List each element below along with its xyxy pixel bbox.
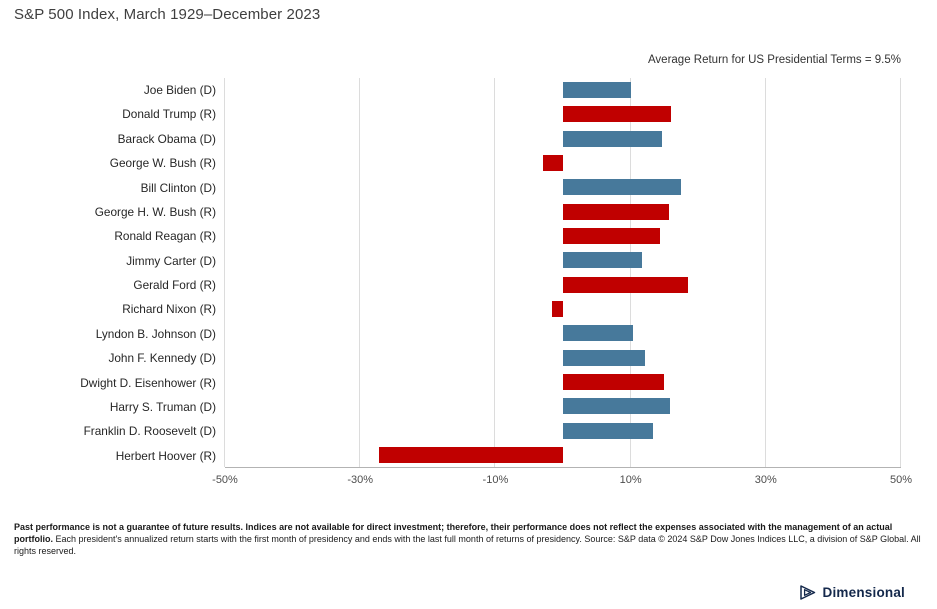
x-tick-label: -50% (212, 474, 238, 486)
dimensional-logo-icon (798, 583, 817, 602)
bar-democrat (563, 82, 632, 99)
dimensional-logo: Dimensional (798, 583, 905, 602)
chart-row (225, 321, 901, 345)
chart-row (225, 224, 901, 248)
chart-row (225, 200, 901, 224)
bar-democrat (563, 130, 662, 147)
disclosure-bold-text: Past performance is not a guarantee of f… (14, 522, 893, 544)
chart-row (225, 78, 901, 102)
bar-republican (563, 203, 670, 220)
chart-row (225, 297, 901, 321)
category-label: Harry S. Truman (D) (109, 399, 216, 414)
bar-republican (552, 300, 563, 317)
chart-row (225, 102, 901, 126)
category-label: Richard Nixon (R) (122, 302, 216, 317)
plot-area (224, 78, 901, 468)
disclosure-regular-text: Each president's annualized return start… (14, 533, 921, 556)
chart-row (225, 345, 901, 369)
category-label: Franklin D. Roosevelt (D) (83, 424, 216, 439)
bar-republican (563, 373, 665, 390)
x-tick-label: 50% (889, 474, 913, 486)
bar-republican (542, 155, 563, 172)
x-axis-ticks: -50% -30% -10% 10% 30% 50% (212, 471, 912, 487)
category-label: Barack Obama (D) (117, 131, 216, 146)
category-label: Donald Trump (R) (122, 107, 216, 122)
category-label: Herbert Hoover (R) (115, 448, 216, 463)
bar-democrat (563, 422, 653, 439)
bar-republican (379, 446, 563, 463)
chart-row (225, 443, 901, 467)
bar-democrat (563, 398, 670, 415)
x-tick-label: -10% (482, 474, 509, 486)
category-label: Joe Biden (D) (143, 83, 216, 97)
bar-democrat (563, 252, 643, 269)
category-label: George W. Bush (R) (109, 156, 216, 171)
gridline (224, 78, 225, 467)
x-tick-label: -30% (347, 474, 374, 486)
disclosure-text: Past performance is not a guarantee of f… (14, 522, 922, 557)
chart-row (225, 151, 901, 175)
bar-democrat (563, 325, 634, 342)
category-label: Lyndon B. Johnson (D) (95, 326, 216, 341)
category-label: Jimmy Carter (D) (126, 253, 216, 268)
gridline (629, 78, 631, 467)
x-tick-label: 10% (619, 474, 642, 486)
bar-republican (563, 106, 672, 123)
x-axis: -50% -30% -10% 10% 30% 50% (14, 471, 912, 487)
category-label: Gerald Ford (R) (133, 278, 216, 292)
bar-chart: Joe Biden (D) Donald Trump (R) Barack Obam… (14, 78, 901, 468)
bar-democrat (563, 179, 682, 196)
bar-republican (563, 276, 689, 293)
chart-row (225, 248, 901, 272)
average-return-annotation: Average Return for US Presidential Terms… (647, 54, 901, 66)
x-tick-label: 30% (754, 474, 777, 486)
category-label: Ronald Reagan (R) (114, 229, 216, 244)
dimensional-logo-text: Dimensional (822, 585, 905, 600)
chart-row (225, 394, 901, 418)
category-label: Dwight D. Eisenhower (R) (80, 375, 216, 390)
gridline (764, 78, 766, 467)
gridline (494, 78, 496, 467)
bar-democrat (563, 349, 646, 366)
x-axis-spacer (14, 471, 225, 487)
bar-republican (563, 228, 660, 245)
category-label: John F. Kennedy (D) (108, 351, 216, 366)
gridline (900, 78, 901, 467)
category-label: Bill Clinton (D) (140, 180, 216, 195)
chart-row (225, 273, 901, 297)
chart-row (225, 127, 901, 151)
bar-layer (225, 78, 901, 467)
chart-row (225, 418, 901, 442)
chart-subtitle: S&P 500 Index, March 1929–December 2023 (14, 6, 321, 23)
chart-row (225, 175, 901, 199)
category-label: George H. W. Bush (R) (94, 204, 216, 219)
chart-row (225, 370, 901, 394)
gridline (359, 78, 361, 467)
y-axis-labels: Joe Biden (D) Donald Trump (R) Barack Obam… (14, 78, 225, 468)
gridline-layer (224, 78, 901, 467)
